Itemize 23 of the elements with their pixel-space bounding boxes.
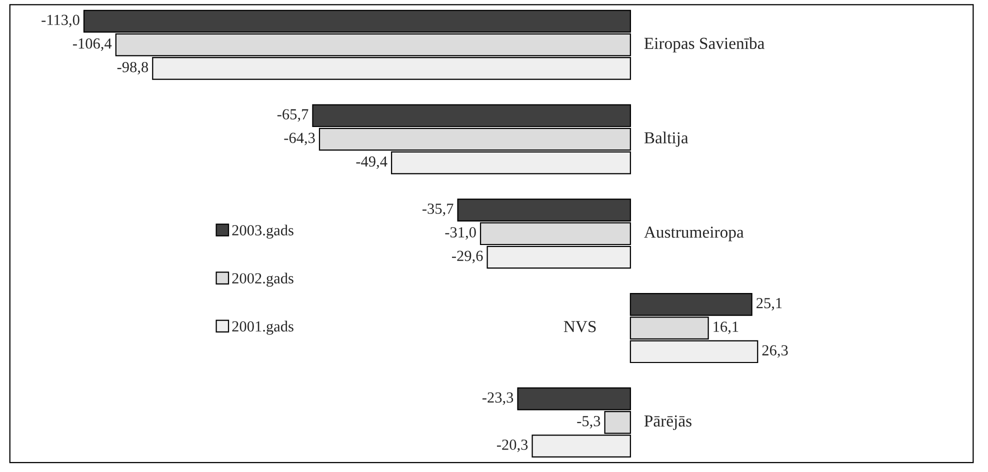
data-label: -35,7 [422,204,454,216]
y-tick-label: Austrumeiropa [644,226,744,242]
data-label: -49,4 [356,156,388,169]
data-label: -23,3 [482,392,514,405]
data-label: -20,3 [496,440,528,452]
data-label: 16,1 [714,322,738,334]
data-label: 25,1 [756,298,782,310]
data-label: -5,3 [577,416,600,428]
data-label: -113,0 [42,14,80,28]
data-label: -65,7 [277,109,308,122]
data-label: -106,4 [72,38,112,51]
data-label: -29,6 [452,250,483,264]
data-label: -31,0 [445,227,476,240]
legend-label: 2001.gads [232,320,294,335]
data-label: 26,3 [762,345,788,358]
data-label: -98,8 [117,62,148,74]
y-tick-label: Pārējās [644,415,692,430]
data-label: -64,3 [284,132,315,146]
legend-label: 2002.gads [232,272,294,287]
legend-label: 2003.gads [232,224,294,239]
y-tick-label: NVS [564,321,596,332]
y-tick-label: Baltija [644,132,688,147]
y-tick-label: Eiropas Savienība [644,37,764,52]
